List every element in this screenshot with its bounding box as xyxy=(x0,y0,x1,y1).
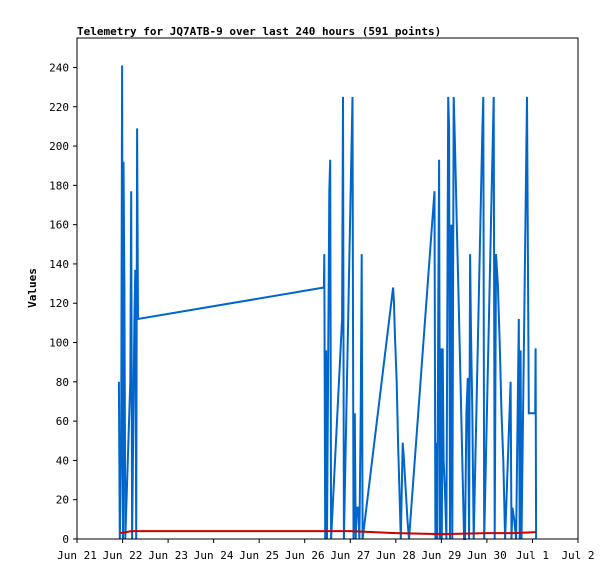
y-axis: 0 20 40 60 80 100 120 140 160 180 200 220 240 xyxy=(49,61,77,546)
x-tick-label: Jun 22 xyxy=(103,549,143,562)
y-tick-label: 60 xyxy=(56,415,69,428)
series-line-1 xyxy=(120,530,537,536)
x-tick-label: Jun 30 xyxy=(467,549,507,562)
y-tick-label: 220 xyxy=(49,101,69,114)
y-tick-label: 80 xyxy=(56,376,69,389)
y-tick-label: 0 xyxy=(62,533,69,546)
x-tick-label: Jul 1 xyxy=(516,549,549,562)
x-tick-label: Jun 23 xyxy=(148,549,188,562)
y-tick-label: 40 xyxy=(56,454,69,467)
x-tick-label: Jun 26 xyxy=(285,549,325,562)
y-axis-label: Values xyxy=(26,268,39,308)
y-tick-label: 100 xyxy=(49,337,69,350)
y-tick-label: 160 xyxy=(49,219,69,232)
chart-title: Telemetry for JQ7ATB-9 over last 240 hou… xyxy=(77,25,441,38)
x-tick-label: Jun 25 xyxy=(239,549,279,562)
x-tick-label: Jun 28 xyxy=(376,549,416,562)
y-tick-label: 20 xyxy=(56,494,69,507)
y-tick-label: 240 xyxy=(49,61,69,74)
series-group xyxy=(117,65,538,540)
y-tick-label: 120 xyxy=(49,297,69,310)
y-tick-label: 200 xyxy=(49,140,69,153)
x-tick-label: Jun 24 xyxy=(194,549,234,562)
y-tick-label: 140 xyxy=(49,258,69,271)
x-tick-label: Jun 27 xyxy=(330,549,370,562)
x-axis: Jun 21 Jun 22 Jun 23 Jun 24 Jun 25 Jun 26 Jun … xyxy=(57,539,595,562)
series-line-0 xyxy=(117,65,538,540)
x-tick-label: Jun 29 xyxy=(421,549,461,562)
x-tick-label: Jul 2 xyxy=(561,549,594,562)
y-tick-label: 180 xyxy=(49,179,69,192)
x-tick-label: Jun 21 xyxy=(57,549,97,562)
